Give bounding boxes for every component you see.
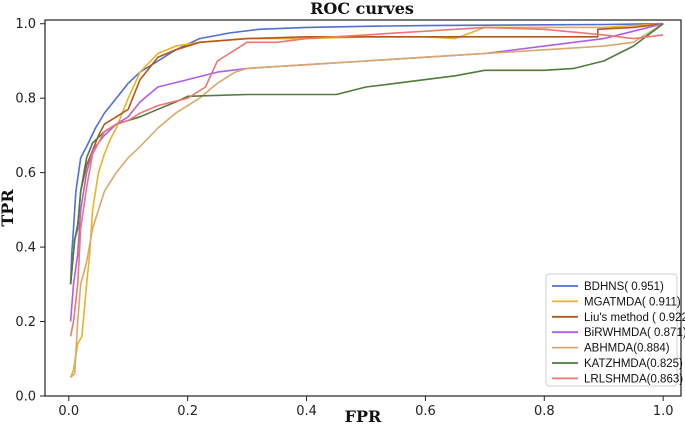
legend-label: ABHMDA(0.884) xyxy=(584,343,670,355)
chart-title: ROC curves xyxy=(310,0,414,18)
x-tick-label: 0.4 xyxy=(296,404,317,419)
legend-label: KATZHMDA(0.825) xyxy=(584,358,683,370)
legend-label: Liu's method ( 0.922) xyxy=(584,312,685,324)
legend-label: LRLSHMDA(0.863) xyxy=(584,373,683,385)
y-tick-label: 0.4 xyxy=(15,241,36,256)
x-tick-label: 0.8 xyxy=(534,404,555,419)
y-tick-label: 0.0 xyxy=(15,390,36,405)
series-line-mgatmda-0-911 xyxy=(69,22,664,378)
series-line-liu-s-method-0-922 xyxy=(69,22,664,285)
series-layer xyxy=(69,22,664,378)
x-tick-label: 0.6 xyxy=(415,404,436,419)
y-axis-ticks: 0.0 0.2 0.4 0.6 0.8 1.0 xyxy=(15,17,45,405)
legend-label: BiRWHMDA( 0.871) xyxy=(584,327,685,339)
legend-label: MGATMDA( 0.911) xyxy=(584,296,681,308)
series-line-bdhns-0-951 xyxy=(69,22,664,285)
legend: BDHNS( 0.951) MGATMDA( 0.911) Liu's method… xyxy=(545,273,685,387)
x-tick-label: 0.2 xyxy=(177,404,198,419)
y-axis-label: TPR xyxy=(0,189,17,227)
series-line-abhmda-0-884 xyxy=(70,23,664,378)
x-tick-label: 0.0 xyxy=(58,404,79,419)
y-tick-label: 0.8 xyxy=(15,92,36,107)
x-axis-label: FPR xyxy=(345,407,382,426)
y-tick-label: 0.6 xyxy=(15,166,36,181)
legend-box xyxy=(545,273,678,387)
plot-frame xyxy=(44,19,682,397)
series-line-katzhmda-0-825 xyxy=(69,23,664,285)
x-axis-ticks: 0.0 0.2 0.4 0.6 0.8 1.0 xyxy=(58,396,674,419)
series-line-birwhmda-0-871 xyxy=(69,22,664,322)
y-tick-label: 1.0 xyxy=(15,17,36,32)
y-tick-label: 0.2 xyxy=(15,315,36,330)
series-line-lrlshmda-0-863 xyxy=(69,26,664,337)
legend-label: BDHNS( 0.951) xyxy=(584,281,664,293)
x-tick-label: 1.0 xyxy=(653,404,674,419)
